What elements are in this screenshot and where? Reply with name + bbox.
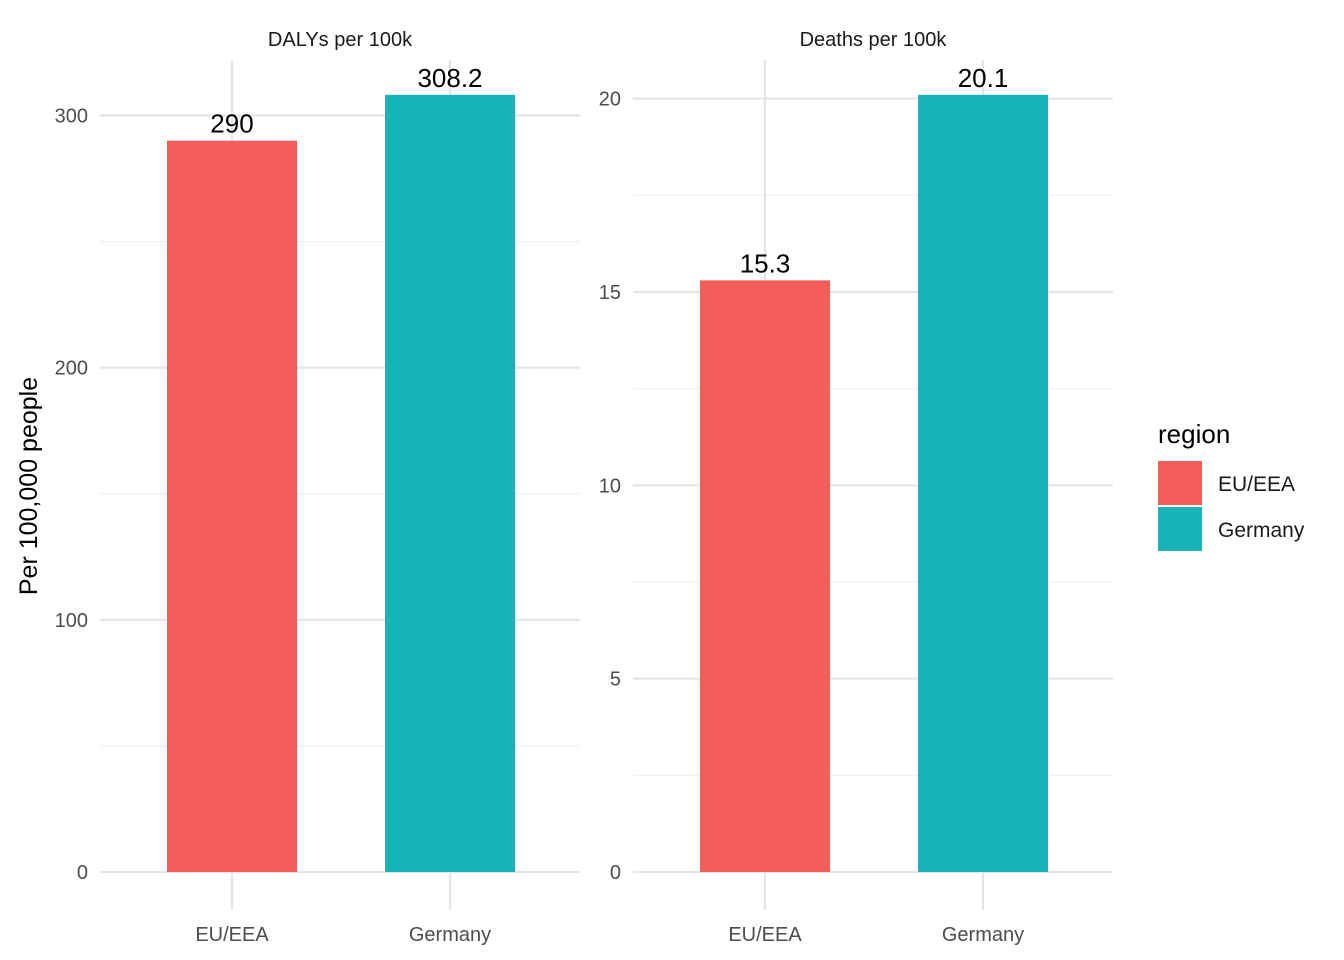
y-tick-label: 200 <box>55 358 88 380</box>
x-tick-label: EU/EEA <box>195 924 269 946</box>
y-tick-label: 300 <box>55 105 88 127</box>
legend-label-eu-eea: EU/EEA <box>1218 473 1295 496</box>
facet-title: Deaths per 100k <box>800 29 948 51</box>
legend-label-germany: Germany <box>1218 519 1305 542</box>
x-tick-label: Germany <box>942 924 1024 946</box>
bar-eu-eea <box>700 280 830 872</box>
data-label: 308.2 <box>417 63 482 93</box>
legend-key-eu-eea <box>1158 461 1202 505</box>
panel-dalys: 0 100 200 300 290 EU/EEA 308.2 Germany DALYs per… <box>55 29 580 946</box>
data-label: 15.3 <box>740 248 791 278</box>
y-axis-title: Per 100,000 people <box>15 377 43 595</box>
y-tick-label: 20 <box>599 89 621 111</box>
legend: region EU/EEA Germany <box>1158 419 1305 551</box>
bar-germany <box>385 94 515 873</box>
y-tick-label: 10 <box>599 475 621 497</box>
legend-key-germany <box>1158 507 1202 551</box>
y-tick-label: 5 <box>610 669 621 691</box>
x-tick-label: EU/EEA <box>728 924 802 946</box>
facet-title: DALYs per 100k <box>268 29 413 51</box>
y-tick-label: 0 <box>77 862 88 884</box>
y-tick-label: 0 <box>610 862 621 884</box>
y-tick-label: 100 <box>55 610 88 632</box>
legend-title: region <box>1158 419 1230 449</box>
panel-deaths: 0 5 10 15 20 15.3 EU/EEA 20.1 Germany Deaths per … <box>599 29 1113 946</box>
data-label: 290 <box>210 109 253 139</box>
data-label: 20.1 <box>958 63 1009 93</box>
x-tick-label: Germany <box>409 924 491 946</box>
bar-germany <box>918 94 1048 873</box>
y-tick-label: 15 <box>599 282 621 304</box>
bar-eu-eea <box>167 140 297 872</box>
